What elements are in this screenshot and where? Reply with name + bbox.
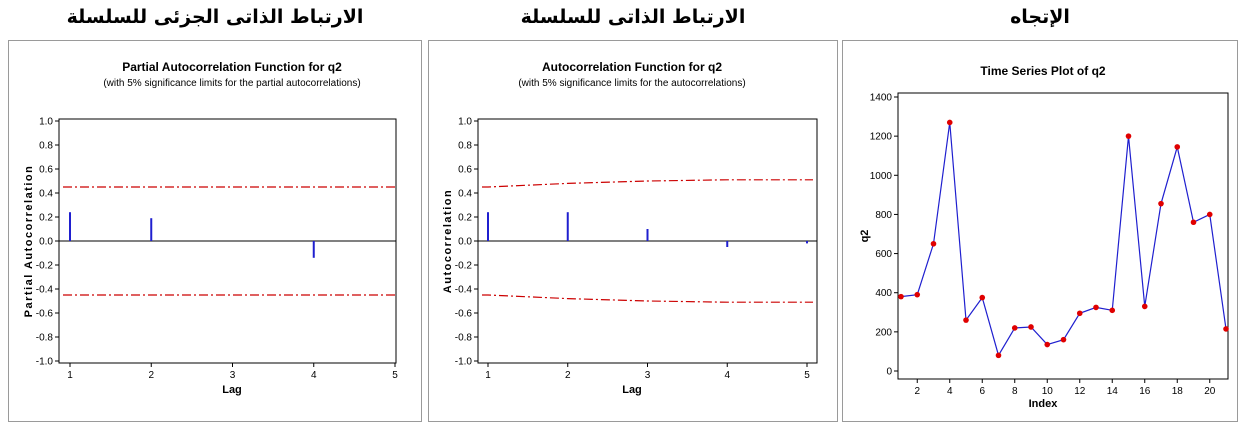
x-tick-label: 20 [1204,386,1216,397]
y-tick-label: -1.0 [455,357,473,368]
y-tick-label: 1000 [870,171,893,182]
y-axis-label: Partial Autocorrelation [23,165,35,318]
x-tick-label: 10 [1042,386,1054,397]
data-point [1011,325,1018,331]
x-axis-label: Lag [222,384,242,396]
data-point [1206,211,1213,218]
data-point [1060,336,1067,343]
data-point [963,317,969,323]
y-tick-label: -0.8 [455,333,473,344]
data-point [1190,219,1197,226]
data-point [930,240,937,247]
x-tick-label: 14 [1107,386,1119,397]
y-tick-label: 1.0 [39,117,53,128]
chart-subtitle: (with 5% significance limits for the par… [103,78,360,89]
x-tick-label: 1 [485,370,491,381]
data-point [1141,303,1148,310]
data-point [946,119,953,126]
data-point [898,293,904,300]
chart-title: Autocorrelation Function for q2 [542,60,722,74]
y-tick-label: 0.8 [39,141,53,152]
x-tick-label: 6 [979,386,985,397]
y-tick-label: 0 [886,367,892,378]
x-tick-label: 2 [565,370,571,381]
x-tick-label: 3 [230,370,236,381]
x-tick-label: 18 [1172,386,1184,397]
data-point [1076,310,1083,317]
series-line [900,122,1227,357]
data-point [1093,304,1099,311]
data-point [914,291,921,298]
y-axis-label: q2 [859,230,871,243]
x-axis-label: Lag [622,384,642,396]
y-tick-label: 0.2 [458,213,472,224]
y-tick-label: -0.4 [455,285,473,296]
y-tick-label: -1.0 [36,357,54,368]
y-tick-label: -0.6 [36,309,54,320]
y-tick-label: 1400 [870,93,893,104]
y-tick-label: 0.0 [458,237,472,248]
data-point [979,294,986,301]
x-tick-label: 1 [67,370,73,381]
data-point [1158,200,1164,207]
data-point [1028,324,1034,330]
acf-chart: Autocorrelation Function for q2 (with 5% … [442,60,818,396]
data-point [1109,307,1116,314]
data-point [995,352,1002,359]
data-point [1223,326,1229,332]
x-tick-label: 8 [1012,386,1018,397]
y-tick-label: 0.6 [458,165,472,176]
acf-chart-panel: Autocorrelation Function for q2 (with 5% … [428,40,838,422]
y-tick-label: 800 [875,210,892,221]
y-tick-label: 600 [875,249,892,260]
y-tick-label: 400 [875,288,892,299]
y-tick-label: 200 [875,327,892,338]
x-tick-label: 4 [947,386,953,397]
y-tick-label: -0.2 [36,261,54,272]
y-tick-label: -0.8 [36,333,54,344]
y-tick-label: 0.2 [39,213,53,224]
y-tick-label: 0.4 [458,189,472,200]
data-point [1125,133,1132,139]
x-tick-label: 5 [804,370,810,381]
y-tick-label: 0.4 [39,189,53,200]
heading-acf: الارتباط الذاتى للسلسلة [520,6,746,28]
time-series-chart: Time Series Plot of q2 0 200 400 600 800 1000 1… [859,64,1229,410]
x-tick-label: 5 [392,370,398,381]
y-tick-label: 1200 [870,132,893,143]
x-tick-label: 4 [311,370,317,381]
y-tick-label: -0.2 [455,261,473,272]
y-tick-label: 0.0 [39,237,53,248]
lower-significance-limit [482,294,813,303]
y-tick-label: -0.6 [455,309,473,320]
pacf-chart: Partial Autocorrelation Function for q2 (… [23,60,398,396]
x-tick-label: 2 [914,386,920,397]
x-axis-label: Index [1029,398,1059,410]
heading-pacf: الارتباط الذاتى الجزئى للسلسلة [66,6,364,28]
x-tick-label: 16 [1139,386,1151,397]
x-tick-label: 3 [645,370,651,381]
x-tick-label: 2 [148,370,154,381]
data-point [1174,144,1181,150]
chart-subtitle: (with 5% significance limits for the aut… [518,78,745,89]
y-tick-label: 1.0 [458,117,472,128]
data-point [1044,341,1051,348]
time-series-chart-panel: Time Series Plot of q2 0 200 400 600 800 1000 1… [842,40,1238,422]
chart-title: Time Series Plot of q2 [980,64,1105,78]
y-tick-label: 0.8 [458,141,472,152]
pacf-chart-panel: Partial Autocorrelation Function for q2 (… [8,40,422,422]
x-tick-label: 12 [1074,386,1086,397]
chart-title: Partial Autocorrelation Function for q2 [122,60,342,74]
y-tick-label: 0.6 [39,165,53,176]
heading-trend: الإتجاه [1010,6,1070,28]
x-tick-label: 4 [724,370,730,381]
y-tick-label: -0.4 [36,285,54,296]
upper-significance-limit [482,179,813,188]
y-axis-label: Autocorrelation [442,189,454,293]
plot-frame [897,92,1229,380]
